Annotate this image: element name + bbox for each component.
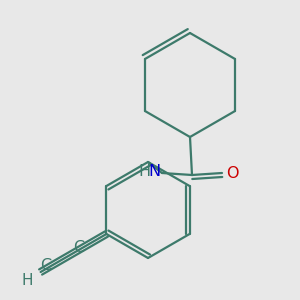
Text: N: N [148,164,160,179]
Text: H: H [21,273,33,288]
Text: C: C [73,239,84,254]
Text: C: C [40,259,51,274]
Text: H: H [139,164,151,179]
Text: O: O [226,166,238,181]
